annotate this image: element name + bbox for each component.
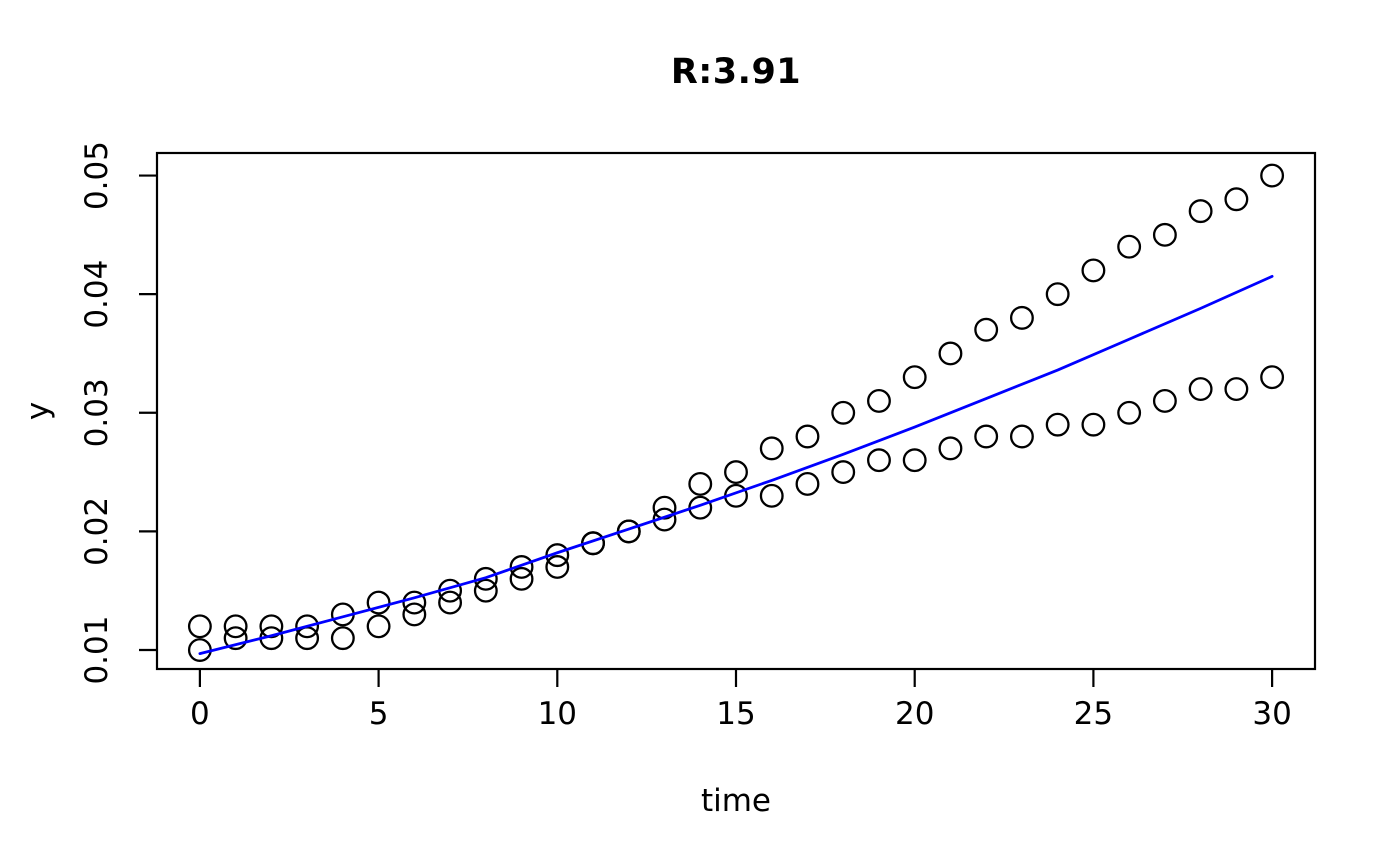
chart-title: R:3.91 [670, 52, 802, 92]
data-point-lower-circles [1081, 412, 1106, 437]
x-axis: 0 5 10 15 20 25 30 [190, 669, 1292, 732]
data-point-upper-circles [1224, 187, 1249, 212]
data-point-upper-circles [688, 472, 713, 496]
x-tick-label: 25 [1074, 696, 1113, 732]
data-point-lower-circles [1117, 400, 1142, 425]
y-tick-label: 0.03 [79, 378, 115, 447]
data-point-upper-circles [509, 555, 534, 579]
data-point-lower-circles [795, 472, 820, 496]
data-point-lower-circles [473, 578, 498, 603]
data-point-upper-circles [974, 317, 999, 342]
series-upper-circles [187, 163, 1285, 639]
data-point-lower-circles [1260, 365, 1285, 390]
data-point-upper-circles [1152, 222, 1177, 247]
data-point-upper-circles [902, 365, 927, 390]
data-point-lower-circles [1188, 377, 1213, 402]
data-point-lower-circles [938, 436, 963, 461]
y-tick-label: 0.04 [79, 260, 115, 329]
y-tick-label: 0.01 [79, 616, 115, 685]
plot-box [155, 151, 1317, 671]
data-point-lower-circles [1045, 412, 1070, 437]
data-point-lower-circles [509, 566, 534, 591]
data-point-upper-circles [938, 341, 963, 366]
y-tick-label: 0.05 [79, 141, 115, 210]
data-point-upper-circles [759, 436, 784, 461]
data-point-lower-circles [1224, 377, 1249, 402]
data-point-upper-circles [187, 614, 212, 639]
data-point-lower-circles [223, 626, 248, 651]
data-point-upper-circles [402, 590, 427, 615]
data-point-lower-circles [902, 448, 927, 473]
data-point-upper-circles [1009, 305, 1034, 330]
y-axis: 0.01 0.02 0.03 0.04 0.05 [79, 141, 157, 685]
data-point-upper-circles [1081, 258, 1106, 283]
data-point-upper-circles [724, 460, 748, 485]
data-point-upper-circles [1260, 163, 1285, 188]
data-point-lower-circles [402, 602, 427, 627]
data-point-upper-circles [1117, 234, 1142, 259]
data-point-upper-circles [223, 614, 248, 639]
data-point-upper-circles [473, 566, 498, 591]
data-point-lower-circles [974, 424, 999, 449]
x-tick-label: 10 [538, 696, 577, 732]
data-point-upper-circles [366, 590, 391, 615]
data-point-lower-circles [366, 614, 391, 639]
y-tick-label: 0.02 [79, 497, 115, 566]
data-point-lower-circles [330, 626, 355, 651]
data-point-lower-circles [438, 590, 463, 615]
data-point-lower-circles [831, 460, 856, 485]
x-tick-label: 20 [895, 696, 934, 732]
data-point-upper-circles [867, 388, 891, 413]
data-point-lower-circles [759, 483, 784, 508]
fit-line [198, 274, 1274, 655]
data-point-upper-circles [831, 400, 856, 425]
data-point-upper-circles [1188, 199, 1213, 224]
data-point-lower-circles [187, 638, 212, 662]
data-point-upper-circles [795, 424, 820, 449]
data-point-upper-circles [295, 614, 320, 639]
data-point-lower-circles [1009, 424, 1034, 449]
data-point-lower-circles [1152, 388, 1177, 413]
data-point-lower-circles [545, 555, 570, 579]
x-tick-label: 30 [1252, 696, 1291, 732]
data-point-upper-circles [1045, 282, 1070, 307]
series-lower-circles [187, 365, 1285, 662]
x-tick-label: 0 [190, 696, 210, 732]
x-tick-label: 15 [716, 696, 755, 732]
data-point-lower-circles [867, 448, 891, 473]
x-axis-label: time [700, 783, 772, 819]
x-tick-label: 5 [369, 696, 389, 732]
